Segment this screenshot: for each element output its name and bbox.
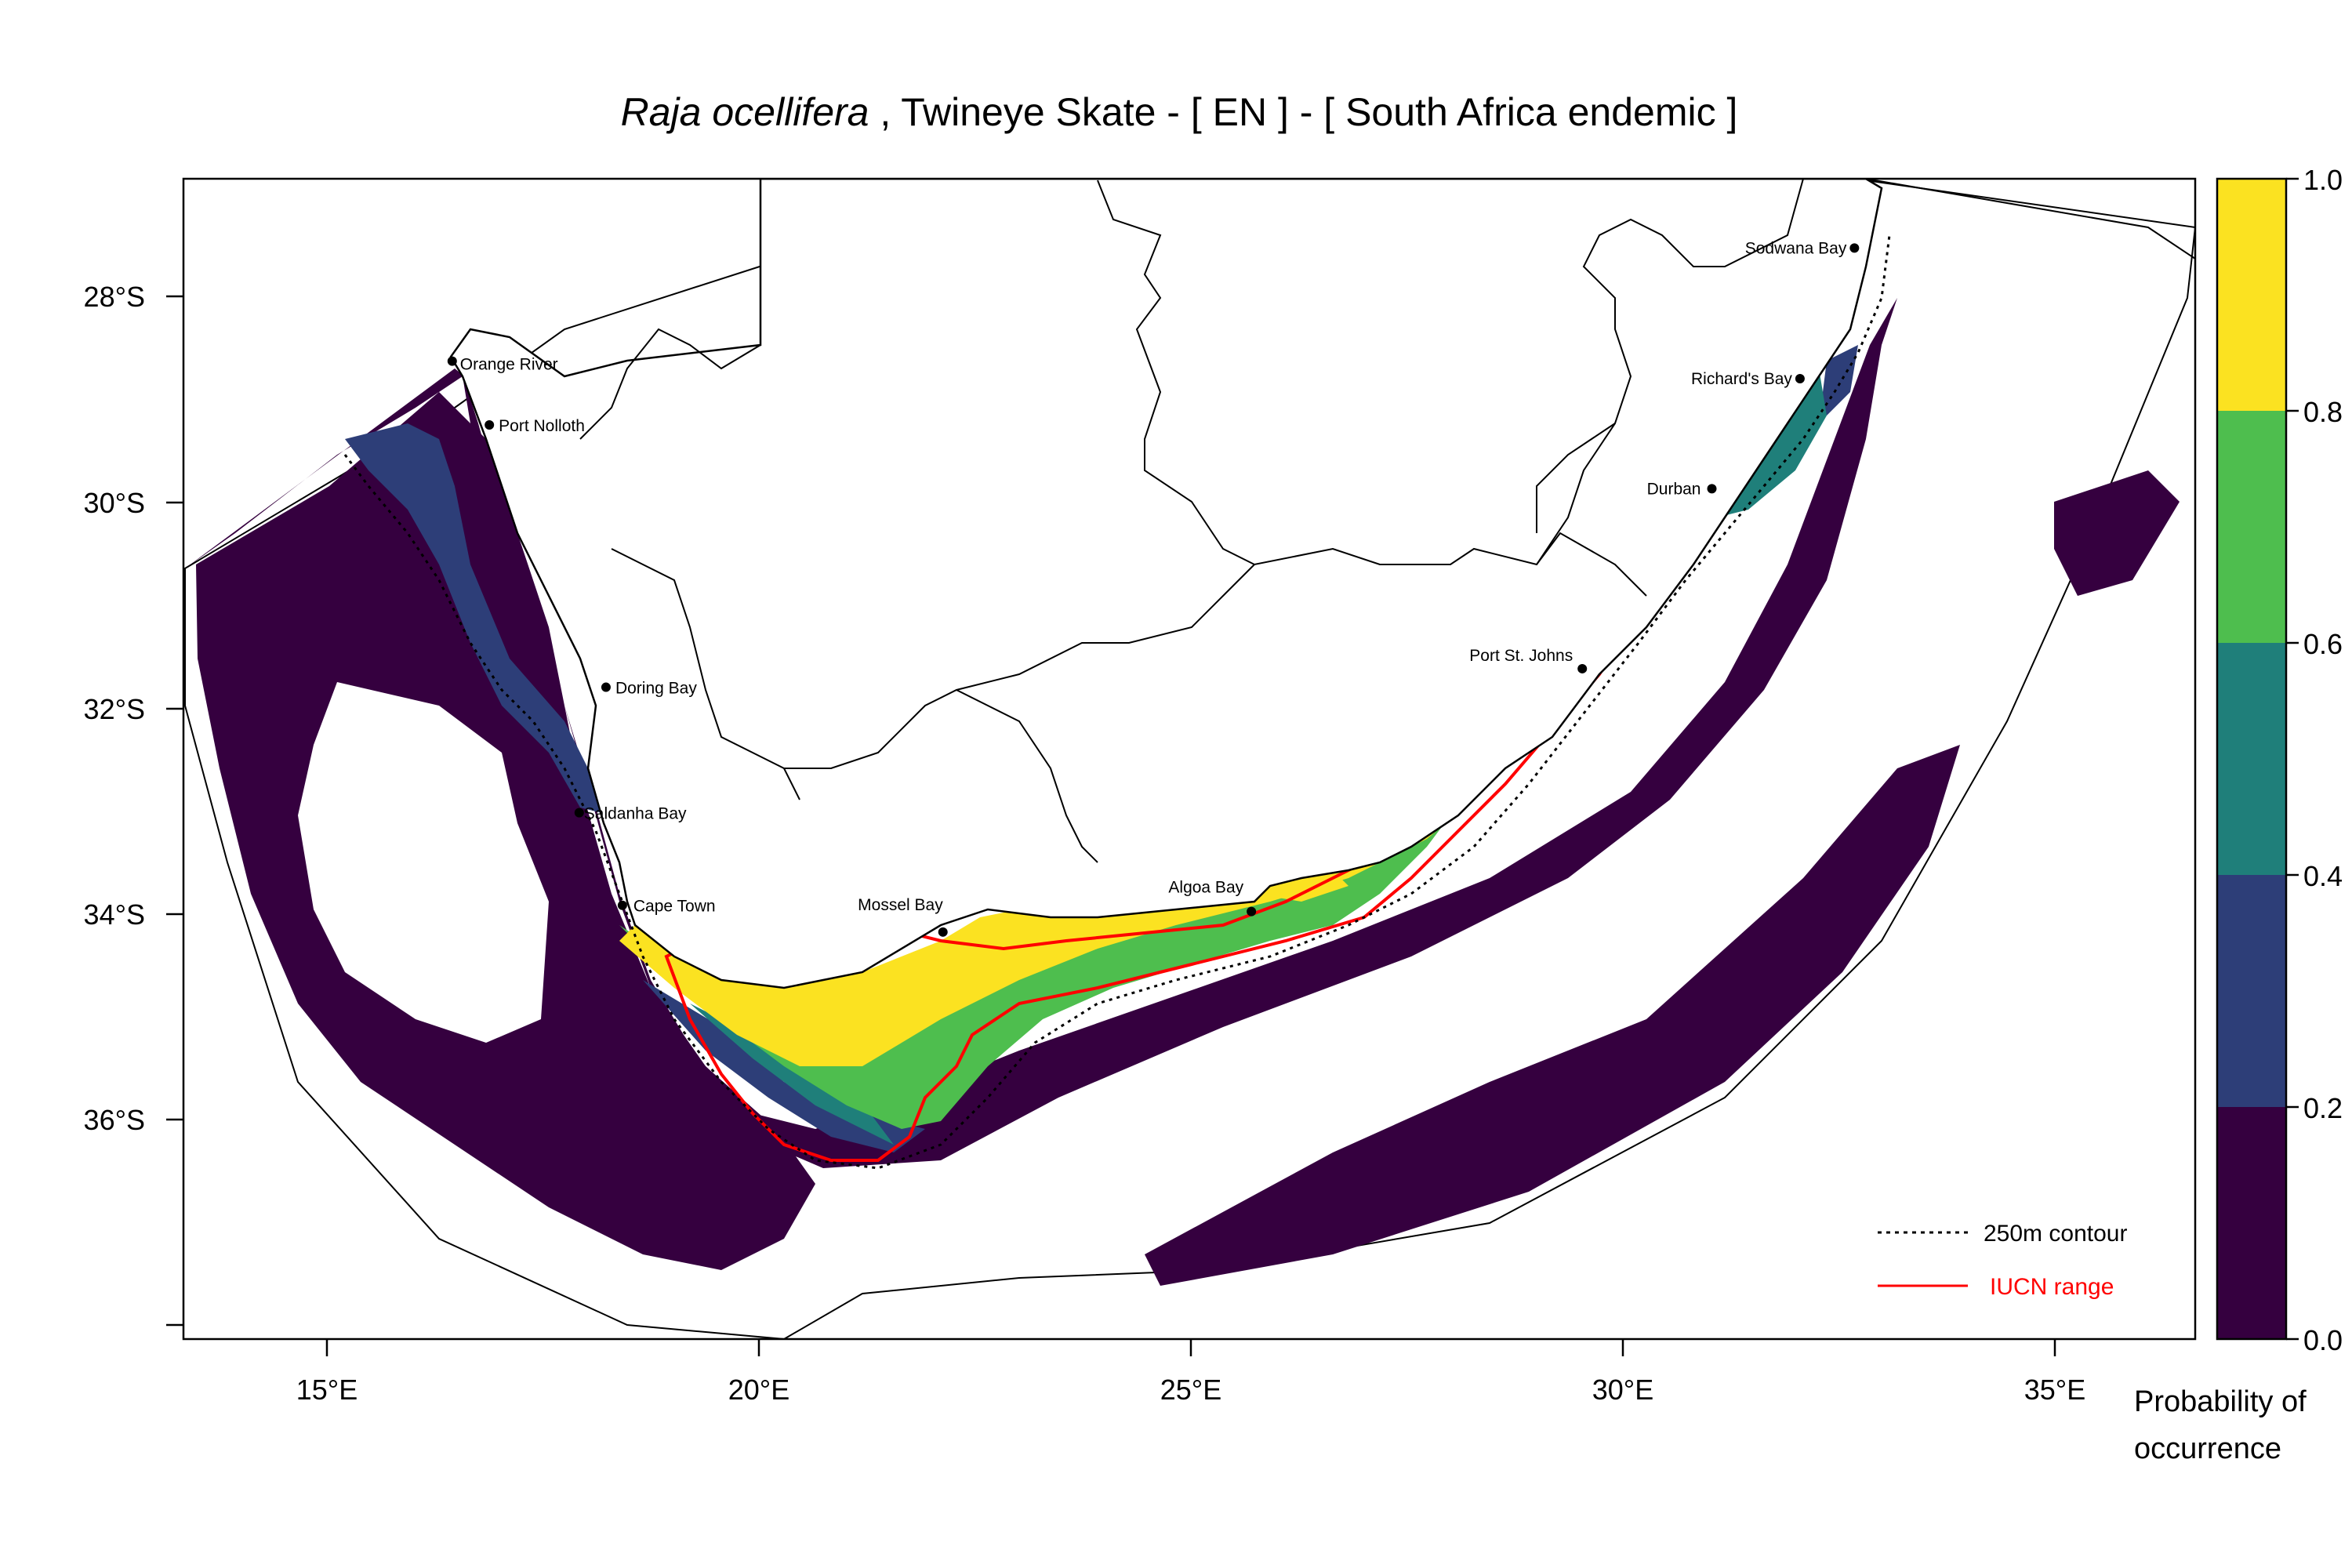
prob-band-0.4-0.6-south [690,1004,894,1145]
x-tick-label-30e: 30°E [1592,1374,1653,1406]
place-marker-sodwana-bay [1849,243,1860,253]
colorbar-tick-0.2: 0.2 [2303,1092,2343,1124]
y-tick-label-30s: 30°S [84,487,145,519]
place-label-richard-s-bay: Richard's Bay [1691,370,1792,388]
provincial-borders [579,179,2195,863]
colorbar-bin-0.4-0.6 [2217,643,2286,875]
colorbar-bin-0.6-0.8 [2217,411,2286,643]
plot-panel [184,179,2195,1339]
colorbar-title-line2: occurrence [2134,1432,2281,1465]
x-tick-label-15e: 15°E [296,1374,358,1406]
x-tick-label-20e: 20°E [728,1374,789,1406]
coastline [449,179,1883,989]
place-label-port-st-johns: Port St. Johns [1469,647,1573,665]
colorbar-tick-0.6: 0.6 [2303,628,2343,660]
y-axis: 28°S 30°S 32°S 34°S 36°S [84,281,183,1327]
place-label-algoa-bay: Algoa Bay [1168,879,1243,897]
place-marker-orange-river [447,356,457,366]
title-rest: , Twineye Skate - [ EN ] - [ South Afric… [869,90,1737,134]
y-tick-label-36s: 36°S [84,1104,145,1136]
place-label-durban: Durban [1647,480,1701,498]
prob-band-0.2-0.4 [345,423,612,815]
legend-contour-label: 250m contour [1984,1221,2127,1247]
prob-band-0.8-1.0-algoa [1254,870,1348,902]
colorbar-tick-0.8: 0.8 [2303,396,2343,428]
prob-band-0-0.2-south [1145,745,1960,1286]
colorbar-bin-0.2-0.4 [2217,875,2286,1107]
place-marker-port-nolloth [485,420,495,430]
colorbar-bin-0.8-1 [2217,179,2286,411]
legend-iucn-label: IUCN range [1990,1274,2114,1300]
place-marker-port-st-johns [1577,663,1588,673]
y-tick-label-32s: 32°S [84,693,145,725]
colorbar-title-line1: Probability of [2134,1385,2307,1418]
colorbar-tick-0.4: 0.4 [2303,860,2343,892]
place-marker-cape-town [617,900,627,910]
colorbar-frame [2216,177,2288,1341]
place-label-port-nolloth: Port Nolloth [499,417,585,435]
colorbar-bin-0-0.2 [2217,1107,2286,1339]
place-marker-mossel-bay [938,927,948,937]
place-marker-durban [1707,484,1717,494]
colorbar-tick-0.0: 0.0 [2303,1324,2343,1356]
place-label-orange-river: Orange River [460,356,558,374]
place-marker-algoa-bay [1247,906,1257,916]
no-data-gap-west [298,682,549,1043]
place-label-doring-bay: Doring Bay [615,680,697,698]
y-tick-label-34s: 34°S [84,898,145,931]
x-tick-label-25e: 25°E [1160,1374,1221,1406]
title-species: Raja ocellifera [621,90,869,134]
place-markers: Orange River Port Nolloth Doring Bay Saldan… [447,239,1860,937]
y-tick-label-28s: 28°S [84,281,145,313]
colorbar-ticks: 0.0 0.2 0.4 0.6 0.8 1.0 [2303,164,2343,1356]
colorbar-tick-1.0: 1.0 [2303,164,2343,196]
no-data-gap-south [980,1058,1372,1223]
prob-band-0-0.2-east [2054,470,2180,596]
place-marker-saldanha-bay [574,808,584,818]
place-label-sodwana-bay: Sodwana Bay [1745,239,1847,257]
colorbar [2216,177,2299,1341]
place-label-saldanha-bay: Saldanha Bay [584,805,687,823]
x-axis: 15°E 20°E 25°E 30°E 35°E [296,1339,2085,1406]
place-label-mossel-bay: Mossel Bay [858,896,943,914]
place-marker-richard-s-bay [1795,373,1805,383]
map-title: Raja ocellifera , Twineye Skate - [ EN ]… [621,90,1738,134]
plot-frame [182,177,2197,1341]
map-legend: 250m contour IUCN range [1878,1221,2127,1300]
place-label-cape-town: Cape Town [633,898,716,916]
x-tick-label-35e: 35°E [2024,1374,2085,1406]
place-marker-doring-bay [601,682,611,692]
